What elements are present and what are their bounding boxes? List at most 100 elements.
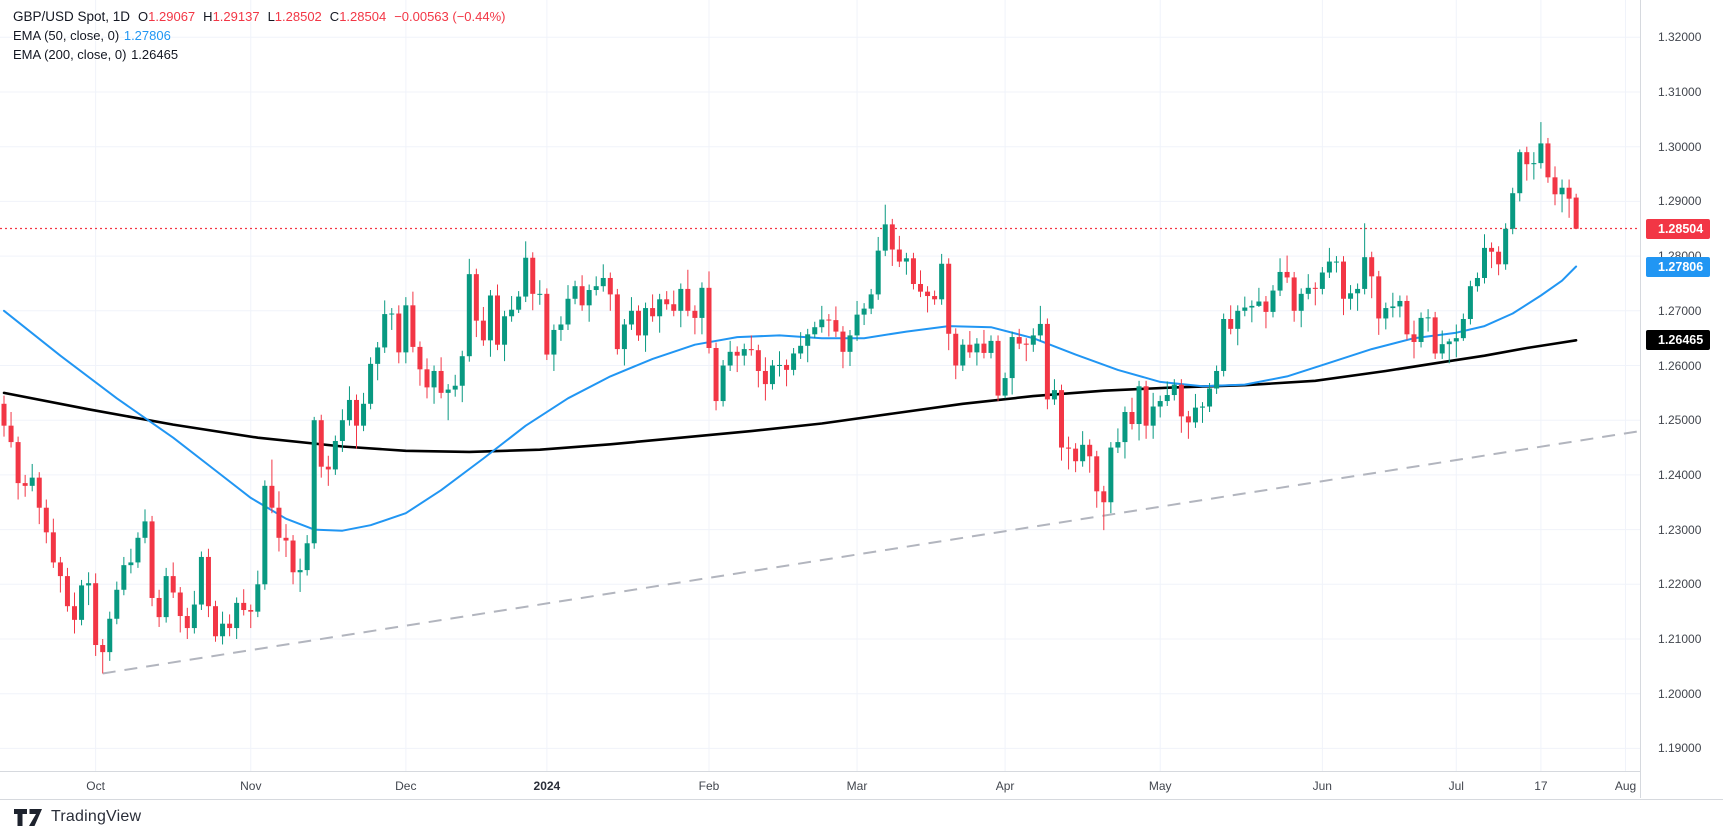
candle[interactable] [1,395,7,437]
candle[interactable] [1178,379,1184,433]
candle[interactable] [1129,397,1135,430]
candle[interactable] [1221,313,1227,377]
candle[interactable] [1446,338,1452,364]
candle[interactable] [213,600,218,642]
candle[interactable] [325,455,331,486]
candle[interactable] [283,524,289,557]
candle[interactable] [537,280,543,305]
candle[interactable] [1143,380,1149,439]
candle[interactable] [1404,295,1410,340]
candle[interactable] [586,284,592,322]
candle[interactable] [375,341,381,381]
indicator-row-ema200[interactable]: EMA (200, close, 0) 1.26465 [13,45,506,64]
candle[interactable] [875,236,881,300]
candle[interactable] [565,285,571,330]
candle[interactable] [1002,372,1008,399]
candle[interactable] [1136,380,1142,441]
candle[interactable] [1474,272,1480,292]
candle[interactable] [1467,280,1473,325]
candle[interactable] [896,235,902,268]
candle[interactable] [382,300,388,353]
candle[interactable] [184,607,190,639]
candle[interactable] [473,268,479,338]
candle[interactable] [544,288,550,361]
candle[interactable] [495,284,500,351]
ema200-line[interactable] [2,339,1578,454]
candle[interactable] [1383,302,1389,330]
candle[interactable] [523,241,529,303]
candle[interactable] [699,282,705,335]
candle[interactable] [389,308,395,330]
candle[interactable] [1453,324,1459,358]
candle[interactable] [636,305,641,341]
candle[interactable] [960,339,966,371]
candle[interactable] [1369,251,1375,299]
candle[interactable] [664,291,670,310]
candle[interactable] [57,556,63,593]
indicator-row-ema50[interactable]: EMA (50, close, 0) 1.27806 [13,26,506,45]
candle[interactable] [502,310,508,362]
candle[interactable] [255,570,261,618]
candle[interactable] [1080,431,1086,467]
candle[interactable] [1171,379,1177,401]
candle[interactable] [1122,406,1128,459]
candle[interactable] [981,329,987,359]
candle[interactable] [417,341,423,386]
candle[interactable] [932,290,938,305]
candle[interactable] [262,480,268,590]
candle[interactable] [1362,223,1368,295]
candle[interactable] [128,548,134,574]
candle[interactable] [1037,305,1043,341]
candle[interactable] [1185,410,1191,439]
candle[interactable] [135,532,141,568]
candle[interactable] [1200,402,1205,423]
candle[interactable] [22,474,28,497]
candle[interactable] [805,328,811,363]
candle[interactable] [1538,122,1544,169]
candle[interactable] [100,639,106,674]
candle[interactable] [50,518,56,568]
candle[interactable] [410,291,416,353]
candle[interactable] [346,386,352,426]
candle[interactable] [1319,267,1325,295]
price-chart-canvas[interactable] [0,0,1640,771]
candle[interactable] [114,581,120,625]
candle[interactable] [1355,283,1361,311]
candle[interactable] [1489,242,1495,269]
candle[interactable] [777,351,782,377]
candle[interactable] [332,435,338,475]
candle[interactable] [1418,312,1424,348]
candle[interactable] [1545,137,1551,183]
candle[interactable] [8,411,14,448]
candle[interactable] [671,290,677,317]
candle[interactable] [1235,305,1241,346]
candle[interactable] [882,204,888,257]
candle[interactable] [1059,384,1064,461]
candle[interactable] [438,357,444,399]
candle[interactable] [1552,166,1558,206]
candle[interactable] [1094,450,1100,508]
candle[interactable] [445,384,451,421]
candle[interactable] [530,252,536,311]
candle[interactable] [368,357,374,410]
candle[interactable] [403,297,409,364]
candle[interactable] [516,291,522,313]
candle[interactable] [480,306,486,346]
candle[interactable] [1157,395,1163,418]
candle[interactable] [1101,485,1107,531]
candle[interactable] [1214,365,1220,394]
candle[interactable] [889,218,895,266]
candle[interactable] [720,360,726,407]
candle[interactable] [318,414,324,478]
candle[interactable] [1390,292,1396,318]
candle[interactable] [156,589,162,627]
candle[interactable] [678,283,684,328]
candle[interactable] [1242,296,1248,317]
candle[interactable] [995,335,1001,402]
candle[interactable] [1277,258,1283,297]
candle[interactable] [248,604,254,629]
candle[interactable] [1256,287,1262,307]
tradingview-logo[interactable]: TradingView [14,808,141,826]
candle[interactable] [1411,320,1417,359]
candle[interactable] [643,302,649,352]
